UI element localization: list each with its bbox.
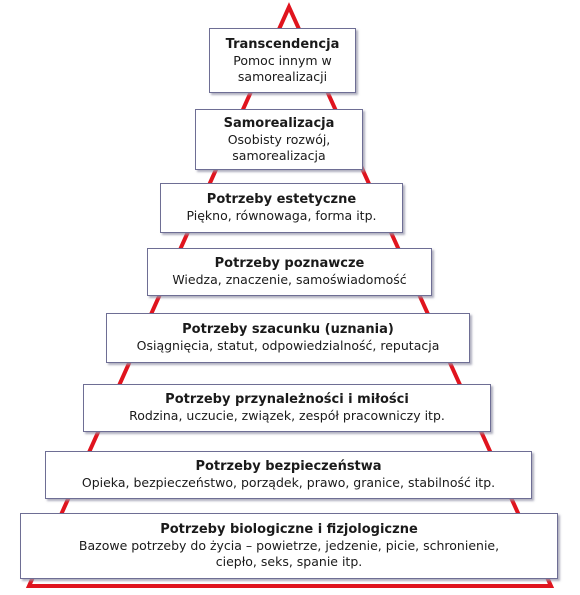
level-description: Rodzina, uczucie, związek, zespół pracow… xyxy=(129,408,445,423)
level-title: Transcendencja xyxy=(225,36,340,52)
level-esteem-needs: Potrzeby szacunku (uznania) Osiągnięcia,… xyxy=(106,313,470,363)
level-description: Osobisty rozwój, samorealizacja xyxy=(227,131,331,163)
level-description: Pomoc innym w samorealizacji xyxy=(233,52,332,84)
level-description: Osiągnięcia, statut, odpowiedzialność, r… xyxy=(136,338,440,353)
level-description: Bazowe potrzeby do życia – powietrze, je… xyxy=(78,538,500,569)
level-title: Potrzeby bezpieczeństwa xyxy=(195,459,382,474)
level-belonging-love-needs: Potrzeby przynależności i miłości Rodzin… xyxy=(83,384,491,432)
level-title: Potrzeby szacunku (uznania) xyxy=(182,322,394,337)
level-description: Wiedza, znaczenie, samoświadomość xyxy=(172,272,407,287)
level-cognitive-needs: Potrzeby poznawcze Wiedza, znaczenie, sa… xyxy=(147,248,432,296)
pyramid-outline xyxy=(25,2,555,588)
level-transcendence: Transcendencja Pomoc innym w samorealiza… xyxy=(209,28,356,93)
level-title: Potrzeby poznawcze xyxy=(214,256,365,271)
level-title: Potrzeby przynależności i miłości xyxy=(165,392,409,407)
level-self-actualization: Samorealizacja Osobisty rozwój, samoreal… xyxy=(195,109,363,170)
level-title: Potrzeby biologiczne i fizjologiczne xyxy=(160,522,418,537)
level-title: Potrzeby estetyczne xyxy=(206,192,357,207)
level-description: Piękno, równowaga, forma itp. xyxy=(186,208,377,223)
level-safety-needs: Potrzeby bezpieczeństwa Opieka, bezpiecz… xyxy=(45,451,532,499)
level-aesthetic-needs: Potrzeby estetyczne Piękno, równowaga, f… xyxy=(160,183,403,233)
level-physiological-needs: Potrzeby biologiczne i fizjologiczne Baz… xyxy=(20,513,558,579)
level-title: Samorealizacja xyxy=(223,115,335,131)
level-description: Opieka, bezpieczeństwo, porządek, prawo,… xyxy=(81,475,496,490)
